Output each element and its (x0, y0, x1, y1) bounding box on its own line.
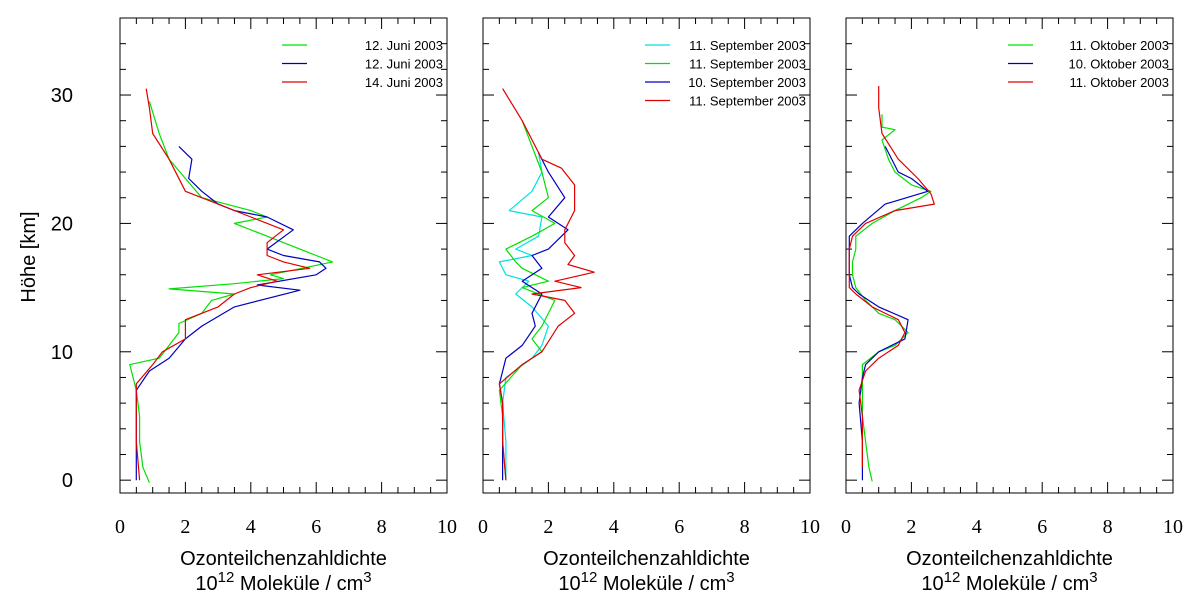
x-tick-label: 0 (115, 516, 125, 538)
x-tick-label: 4 (246, 516, 256, 538)
x-axis-title: Ozonteilchenzahldichte (543, 548, 750, 570)
series-line (498, 88, 595, 481)
legend: 12. Juni 2003 12. Juni 2003 14. Juni 2003 (282, 38, 443, 90)
x-tick-label: 2 (180, 516, 190, 538)
y-tick-label: 30 (51, 85, 73, 107)
x-tick-label: 0 (841, 516, 851, 538)
series-line (498, 152, 549, 481)
legend-label: 14. Juni 2003 (365, 75, 443, 90)
x-axis-unit: 1012 Moleküle / cm3 (195, 569, 371, 595)
x-axis-title: Ozonteilchenzahldichte (906, 548, 1113, 570)
legend-label: 10. September 2003 (688, 75, 806, 90)
legend-label: 11. September 2003 (689, 94, 806, 109)
legend-label: 11. September 2003 (689, 38, 806, 53)
y-tick-label: 0 (62, 470, 73, 492)
legend-label: 10. Oktober 2003 (1069, 57, 1169, 72)
series-line (848, 146, 929, 481)
x-tick-label: 6 (674, 516, 684, 538)
x-axis-unit: 1012 Moleküle / cm3 (558, 569, 734, 595)
x-axis-title: Ozonteilchenzahldichte (180, 548, 387, 570)
x-tick-label: 6 (1037, 516, 1047, 538)
series-line (135, 88, 311, 481)
series-line (498, 120, 556, 481)
x-tick-label: 6 (311, 516, 321, 538)
x-tick-label: 2 (543, 516, 553, 538)
y-tick-label: 20 (51, 213, 73, 235)
x-tick-label: 0 (478, 516, 488, 538)
y-axis-label: Höhe [km] (18, 211, 40, 302)
series-line (498, 152, 569, 481)
x-tick-label: 2 (906, 516, 916, 538)
legend: 11. Oktober 2003 10. Oktober 2003 11. Okto… (1008, 38, 1169, 90)
legend-label: 12. Juni 2003 (365, 38, 443, 53)
series-line (848, 86, 935, 468)
legend-label: 11. September 2003 (689, 57, 806, 72)
x-tick-label: 10 (437, 516, 457, 538)
x-tick-label: 10 (1163, 516, 1183, 538)
x-axis-unit: 1012 Moleküle / cm3 (921, 569, 1097, 595)
y-tick-label: 10 (51, 342, 73, 364)
series-line (129, 101, 334, 483)
legend-label: 11. Oktober 2003 (1070, 38, 1170, 53)
legend-label: 12. Juni 2003 (365, 57, 443, 72)
legend: 11. September 2003 11. September 2003 10. … (645, 38, 806, 109)
series-line (135, 145, 327, 481)
x-tick-label: 8 (1103, 516, 1113, 538)
x-tick-label: 8 (740, 516, 750, 538)
x-tick-label: 10 (800, 516, 820, 538)
x-tick-label: 4 (972, 516, 982, 538)
x-tick-label: 8 (377, 516, 387, 538)
legend-label: 11. Oktober 2003 (1070, 75, 1170, 90)
x-tick-label: 4 (609, 516, 619, 538)
